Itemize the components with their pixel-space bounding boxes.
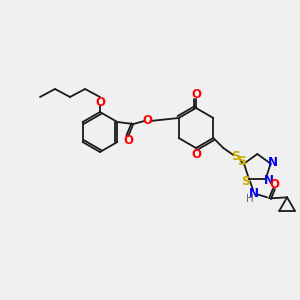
Text: S: S [238, 155, 247, 168]
Text: N: N [268, 156, 278, 169]
Text: S: S [242, 175, 250, 188]
Text: O: O [142, 115, 152, 128]
Text: N: N [263, 174, 274, 187]
Text: O: O [269, 178, 279, 191]
Text: N: N [249, 187, 259, 200]
Text: O: O [191, 148, 201, 160]
Text: S: S [231, 149, 240, 163]
Text: O: O [191, 88, 201, 101]
Text: O: O [95, 95, 105, 109]
Text: O: O [123, 134, 133, 148]
Text: H: H [246, 194, 254, 204]
